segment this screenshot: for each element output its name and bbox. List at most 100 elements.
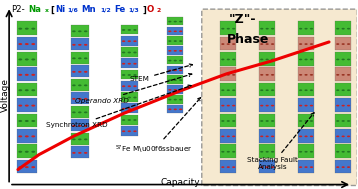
- Circle shape: [336, 59, 339, 60]
- Circle shape: [133, 63, 137, 65]
- Circle shape: [227, 74, 230, 76]
- Bar: [298, 98, 314, 112]
- Circle shape: [31, 58, 35, 60]
- Bar: [259, 52, 275, 66]
- Circle shape: [336, 136, 339, 137]
- Circle shape: [342, 89, 345, 91]
- Circle shape: [122, 130, 125, 132]
- Bar: [121, 70, 138, 80]
- Circle shape: [304, 43, 308, 45]
- Circle shape: [227, 166, 230, 168]
- Circle shape: [221, 151, 224, 153]
- Circle shape: [299, 74, 302, 76]
- Circle shape: [260, 89, 263, 91]
- Text: P2-: P2-: [11, 5, 25, 14]
- Bar: [335, 160, 351, 173]
- Bar: [71, 119, 89, 131]
- Circle shape: [310, 59, 313, 60]
- Bar: [121, 81, 138, 91]
- Circle shape: [174, 50, 177, 52]
- Circle shape: [310, 166, 313, 168]
- Text: Voltage: Voltage: [1, 77, 10, 112]
- Circle shape: [84, 57, 87, 59]
- Circle shape: [221, 166, 224, 168]
- Circle shape: [271, 105, 274, 106]
- Bar: [220, 83, 236, 96]
- Circle shape: [221, 120, 224, 122]
- Circle shape: [342, 120, 345, 122]
- Circle shape: [227, 89, 230, 91]
- Circle shape: [179, 89, 182, 91]
- Bar: [259, 114, 275, 127]
- Circle shape: [266, 105, 269, 106]
- Bar: [17, 37, 37, 50]
- Circle shape: [25, 135, 29, 137]
- Circle shape: [232, 89, 235, 91]
- Circle shape: [174, 99, 177, 101]
- Circle shape: [271, 28, 274, 29]
- Circle shape: [25, 74, 29, 76]
- Text: STEM: STEM: [129, 64, 193, 82]
- Bar: [335, 114, 351, 127]
- Circle shape: [78, 152, 82, 154]
- Circle shape: [299, 89, 302, 91]
- Circle shape: [266, 136, 269, 137]
- Text: 2: 2: [156, 8, 160, 13]
- Circle shape: [342, 151, 345, 153]
- Circle shape: [78, 57, 82, 59]
- Bar: [71, 38, 89, 50]
- Bar: [17, 21, 37, 35]
- Circle shape: [84, 84, 87, 86]
- Circle shape: [266, 89, 269, 91]
- Circle shape: [174, 40, 177, 42]
- Bar: [17, 67, 37, 81]
- Bar: [220, 114, 236, 127]
- Bar: [121, 126, 138, 136]
- Circle shape: [299, 43, 302, 45]
- Bar: [121, 103, 138, 113]
- Circle shape: [310, 105, 313, 106]
- Circle shape: [25, 105, 29, 107]
- Text: Na: Na: [28, 5, 41, 14]
- Circle shape: [271, 136, 274, 137]
- Circle shape: [18, 105, 22, 107]
- Circle shape: [133, 85, 137, 87]
- Circle shape: [18, 120, 22, 122]
- Circle shape: [271, 166, 274, 168]
- Circle shape: [122, 108, 125, 110]
- Bar: [71, 65, 89, 77]
- Circle shape: [174, 70, 177, 71]
- Circle shape: [72, 57, 76, 59]
- Circle shape: [260, 28, 263, 29]
- Circle shape: [232, 120, 235, 122]
- Circle shape: [133, 52, 137, 53]
- Circle shape: [72, 125, 76, 127]
- Circle shape: [271, 43, 274, 45]
- Circle shape: [336, 166, 339, 168]
- Bar: [167, 17, 183, 26]
- Circle shape: [310, 74, 313, 76]
- Circle shape: [221, 28, 224, 29]
- Circle shape: [122, 97, 125, 98]
- Circle shape: [232, 166, 235, 168]
- Circle shape: [18, 74, 22, 76]
- Circle shape: [127, 108, 131, 110]
- Circle shape: [271, 151, 274, 153]
- Text: Fe: Fe: [114, 5, 125, 14]
- Bar: [71, 52, 89, 64]
- Text: Ni: Ni: [55, 5, 65, 14]
- Circle shape: [347, 105, 350, 106]
- Circle shape: [84, 98, 87, 100]
- Circle shape: [18, 58, 22, 60]
- Circle shape: [266, 59, 269, 60]
- Bar: [259, 98, 275, 112]
- Circle shape: [266, 28, 269, 29]
- Circle shape: [18, 166, 22, 168]
- Bar: [167, 95, 183, 104]
- Circle shape: [18, 135, 22, 137]
- Bar: [298, 52, 314, 66]
- Bar: [17, 52, 37, 66]
- Circle shape: [336, 89, 339, 91]
- Circle shape: [260, 43, 263, 45]
- Circle shape: [299, 59, 302, 60]
